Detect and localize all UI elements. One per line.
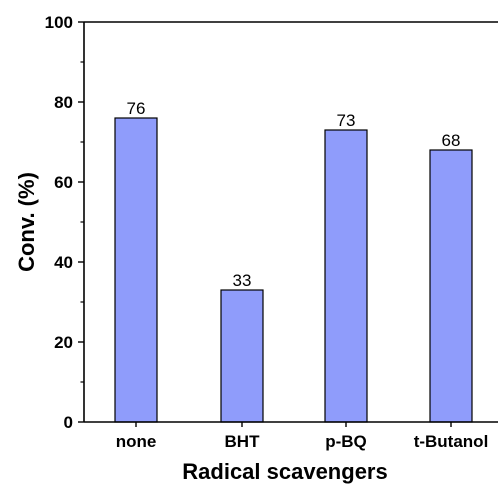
x-axis-title: Radical scavengers [182,459,387,484]
data-labels-group: 76 33 73 68 [127,99,461,290]
x-tick-label: p-BQ [325,432,367,451]
bar-p-bq [324,129,368,423]
bar-none [114,117,158,423]
y-axis-title: Conv. (%) [14,172,39,272]
data-label-p-bq: 73 [337,111,356,130]
data-label-t-butanol: 68 [442,131,461,150]
bar-bht [220,289,264,423]
x-ticks-group: none BHT p-BQ t-Butanol [116,422,489,451]
y-tick-label: 60 [54,173,73,192]
y-tick-label: 0 [64,413,73,432]
y-ticks-group: 0 20 40 60 80 100 [45,13,84,432]
y-tick-label: 80 [54,93,73,112]
y-tick-label: 20 [54,333,73,352]
bars-group [114,117,473,423]
data-label-bht: 33 [233,271,252,290]
y-tick-label: 40 [54,253,73,272]
x-tick-label: BHT [225,432,261,451]
data-label-none: 76 [127,99,146,118]
bar-t-butanol [429,149,473,423]
x-tick-label: none [116,432,157,451]
y-tick-label: 100 [45,13,73,32]
x-tick-label: t-Butanol [414,432,489,451]
